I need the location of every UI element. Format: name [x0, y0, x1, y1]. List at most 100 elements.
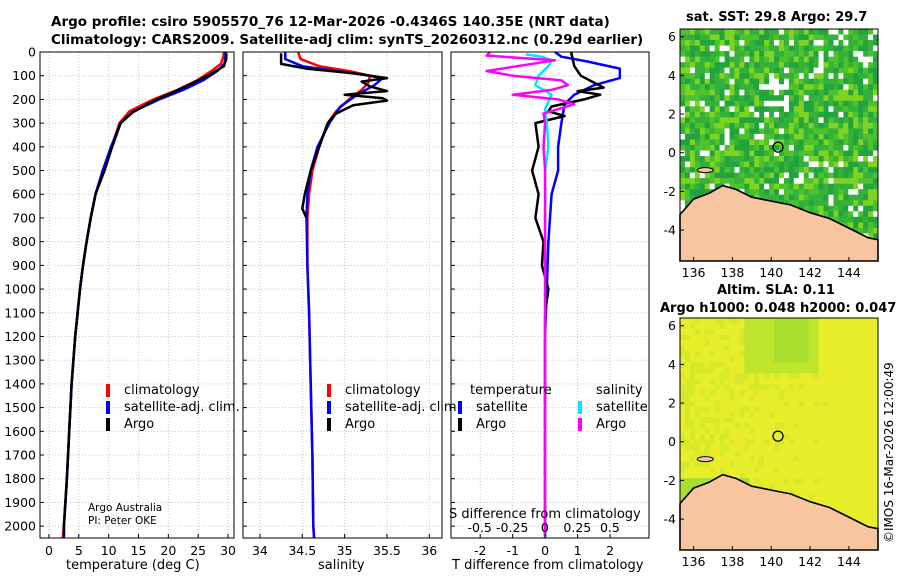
temperature-xtick-label: 30 — [220, 543, 236, 558]
legend-label: Argo — [476, 417, 507, 432]
difference-series-temperature-argo — [530, 51, 605, 536]
legend-label: satellite — [596, 400, 648, 415]
sst-float-marker — [772, 141, 784, 153]
sla-ytick-label: 2 — [668, 396, 676, 411]
legend-item-t-argo: Argo — [454, 416, 552, 433]
sla-float-marker — [772, 430, 784, 442]
legend-label: satellite — [476, 400, 528, 415]
salinity-plot-frame — [242, 51, 443, 539]
depth-tick-label: 1500 — [4, 400, 36, 415]
legend-swatch-black — [458, 418, 462, 431]
sst-ytick-label: 4 — [668, 68, 676, 83]
depth-tick-label: 300 — [12, 116, 36, 131]
legend-swatch-blue — [458, 401, 462, 414]
sst-xtick-label: 144 — [837, 265, 861, 280]
sst-xtick-label: 142 — [798, 265, 822, 280]
sla-xtick-label: 142 — [798, 554, 822, 569]
sst-ytick-label: 6 — [668, 29, 676, 44]
temperature-series-satellite-adj-clim- — [62, 52, 227, 538]
sst-island — [696, 167, 714, 174]
legend-swatch-red — [327, 384, 331, 397]
salinity-xtick-label: 35 — [337, 543, 353, 558]
s-difference-axis-label: S difference from climatology — [449, 507, 641, 522]
difference-xtick-label: 0 — [541, 543, 549, 558]
difference-xtick-label: 1 — [574, 543, 582, 558]
depth-tick-label: 700 — [12, 210, 36, 225]
sla-ytick-label: 0 — [668, 434, 676, 449]
temperature-series-argo — [62, 53, 228, 536]
credit-text: Argo Australia PI: Peter OKE — [88, 502, 162, 528]
sla-xtick-label: 136 — [682, 554, 706, 569]
sla-ytick-label: -2 — [664, 473, 676, 488]
depth-tick-label: 400 — [12, 139, 36, 154]
legend-item-climatology: climatology — [323, 382, 461, 399]
sla-ytick-label: 6 — [668, 318, 676, 333]
temperature-xtick-label: 0 — [45, 543, 53, 558]
salinity-series-satellite-adj-clim- — [284, 52, 384, 539]
imos-timestamp: ©IMOS 16-Mar-2026 12:00:49 — [882, 362, 896, 543]
difference-xtick-label: -2 — [474, 543, 486, 558]
salinity-series-argo — [279, 53, 389, 219]
difference-top-xtick-label: -0.5 — [467, 520, 491, 535]
legend-swatch-black — [106, 418, 110, 431]
temperature-xtick-label: 25 — [190, 543, 206, 558]
salinity-axis-label: salinity — [318, 558, 365, 573]
salinity-xtick-label: 34 — [252, 543, 268, 558]
legend-item-argo: Argo — [102, 416, 240, 433]
temperature-xtick-label: 5 — [75, 543, 83, 558]
depth-tick-label: 1300 — [4, 353, 36, 368]
temperature-xtick-label: 15 — [131, 543, 147, 558]
temperature-series-climatology — [61, 51, 226, 539]
difference-legend-temperature: temperature satellite Argo — [454, 382, 552, 433]
sst-ytick-label: -2 — [664, 184, 676, 199]
sla-ytick-label: 4 — [668, 357, 676, 372]
figure-title-line1: Argo profile: csiro 5905570_76 12-Mar-20… — [51, 14, 610, 30]
t-difference-axis-label: T difference from climatology — [452, 558, 644, 573]
sla-island — [696, 456, 714, 463]
temperature-legend: climatology satellite-adj. clim. Argo — [102, 382, 240, 433]
salinity-xtick-label: 35.5 — [373, 543, 401, 558]
depth-tick-label: 800 — [12, 234, 36, 249]
depth-tick-label: 1400 — [4, 376, 36, 391]
sst-xtick-label: 138 — [720, 265, 744, 280]
sla-ytick-label: -4 — [664, 512, 677, 527]
salinity-xtick-label: 36 — [421, 543, 437, 558]
legend-title-temperature: temperature — [470, 383, 552, 398]
legend-label: Argo — [345, 417, 376, 432]
difference-plot-frame — [450, 51, 650, 539]
legend-swatch-red — [106, 384, 110, 397]
legend-swatch-cyan — [578, 401, 582, 414]
difference-legend-salinity: salinity satellite Argo — [574, 382, 648, 433]
legend-item-climatology: climatology — [102, 382, 240, 399]
depth-tick-label: 2000 — [4, 519, 36, 534]
sst-map-frame — [679, 28, 879, 262]
legend-label: climatology — [124, 383, 200, 398]
depth-tick-label: 1000 — [4, 282, 36, 297]
salinity-legend: climatology satellite-adj. clim. Argo — [323, 382, 461, 433]
difference-top-xtick-label: -0.25 — [496, 520, 528, 535]
depth-tick-label: 100 — [12, 68, 36, 83]
temperature-plot-frame — [39, 51, 235, 539]
legend-swatch-black — [327, 418, 331, 431]
temperature-xtick-label: 10 — [101, 543, 117, 558]
sla-map-title-line2: Argo h1000: 0.048 h2000: 0.047 — [660, 301, 897, 316]
sla-xtick-label: 138 — [720, 554, 744, 569]
depth-tick-label: 500 — [12, 163, 36, 178]
depth-tick-label: 1600 — [4, 424, 36, 439]
legend-item-s-argo: Argo — [574, 416, 648, 433]
legend-item-satellite: satellite-adj. clim. — [102, 399, 240, 416]
sst-xtick-label: 136 — [682, 265, 706, 280]
legend-label: climatology — [345, 383, 421, 398]
depth-tick-label: 200 — [12, 92, 36, 107]
depth-tick-label: 1200 — [4, 329, 36, 344]
legend-swatch-blue — [327, 401, 331, 414]
legend-label: satellite-adj. clim. — [124, 400, 240, 415]
sla-xtick-label: 140 — [759, 554, 783, 569]
depth-tick-label: 600 — [12, 187, 36, 202]
depth-tick-label: 0 — [28, 45, 36, 60]
legend-title-salinity: salinity — [596, 383, 643, 398]
difference-top-xtick-label: 0.25 — [563, 520, 591, 535]
legend-swatch-magenta — [578, 418, 582, 431]
